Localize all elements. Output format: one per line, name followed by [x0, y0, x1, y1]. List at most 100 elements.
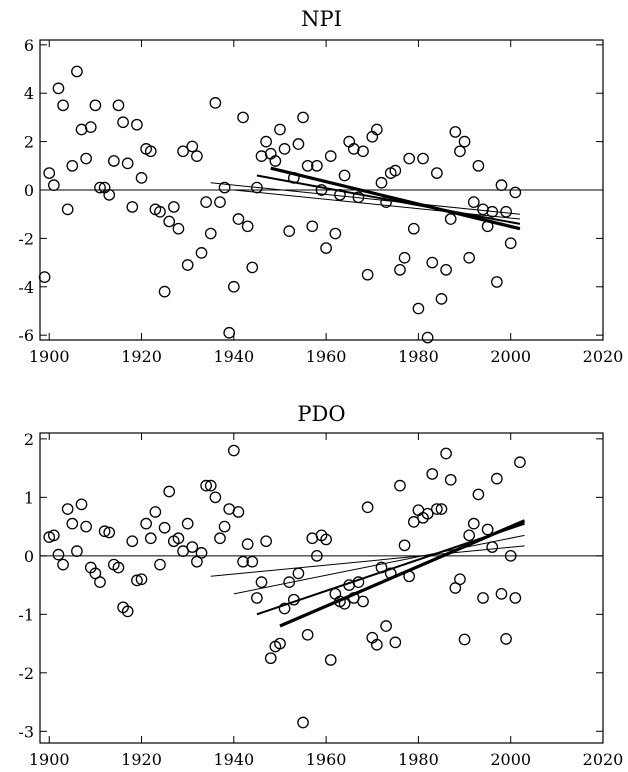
- npi-trend-line: [270, 166, 521, 231]
- npi-data-point: [204, 227, 217, 240]
- npi-data-point: [214, 196, 226, 208]
- pdo-data-point: [292, 567, 305, 580]
- pdo-data-point: [311, 549, 323, 562]
- npi-data-point: [177, 145, 189, 158]
- pdo-plot-frame: [39, 432, 604, 744]
- npi-data-point: [57, 99, 69, 112]
- npi-trend-line: [210, 182, 520, 215]
- pdo-data-point: [172, 532, 185, 545]
- pdo-y-tick-label: 1: [24, 488, 34, 507]
- pdo-data-point: [481, 523, 494, 536]
- pdo-data-point: [195, 547, 208, 559]
- npi-data-point: [126, 201, 139, 213]
- npi-data-point: [500, 205, 512, 218]
- pdo-trend-line: [279, 519, 526, 628]
- npi-data-point: [227, 280, 240, 293]
- npi-data-point: [158, 285, 171, 298]
- pdo-data-point: [486, 541, 499, 553]
- npi-data-point: [421, 331, 434, 344]
- pdo-data-point: [47, 529, 60, 542]
- npi-data-point: [435, 293, 448, 305]
- pdo-data-point: [463, 529, 476, 542]
- npi-data-point: [412, 302, 425, 315]
- npi-y-tick-label: 0: [24, 181, 34, 200]
- pdo-data-point: [204, 479, 217, 492]
- pdo-data-point: [260, 535, 272, 548]
- npi-data-point: [334, 188, 346, 201]
- pdo-data-point: [66, 517, 79, 530]
- pdo-x-tick-label: 1980: [398, 750, 439, 769]
- pdo-data-point: [241, 538, 254, 550]
- npi-data-point: [495, 179, 508, 192]
- pdo-data-point: [144, 532, 157, 545]
- pdo-data-point: [421, 507, 434, 520]
- npi-y-tick-label: -6: [18, 326, 34, 345]
- pdo-data-point: [181, 517, 194, 530]
- npi-data-point: [320, 242, 332, 254]
- pdo-data-point: [509, 592, 522, 604]
- pdo-data-point: [149, 506, 162, 518]
- pdo-data-point: [394, 479, 406, 492]
- npi-trend-line: [256, 174, 521, 225]
- pdo-data-point: [186, 541, 199, 553]
- pdo-data-point: [472, 488, 485, 501]
- pdo-data-point: [495, 587, 508, 600]
- npi-data-point: [509, 186, 522, 199]
- npi-data-point: [200, 196, 212, 208]
- npi-data-point: [47, 179, 60, 192]
- npi-data-point: [218, 181, 231, 194]
- pdo-x-tick-label: 1900: [29, 750, 70, 769]
- npi-data-point: [237, 111, 249, 124]
- pdo-data-point: [227, 444, 240, 457]
- pdo-data-point: [329, 587, 342, 600]
- pdo-data-point: [514, 456, 526, 469]
- pdo-data-point: [454, 573, 466, 586]
- npi-data-point: [121, 157, 134, 170]
- npi-data-point: [449, 126, 462, 138]
- pdo-y-tick-label: -1: [18, 605, 34, 624]
- pdo-data-point: [209, 491, 222, 504]
- pdo-data-point: [80, 520, 92, 533]
- npi-data-point: [431, 167, 443, 179]
- pdo-x-tick-label: 1920: [121, 750, 162, 769]
- pdo-data-point: [251, 592, 263, 604]
- pdo-data-point: [154, 558, 166, 571]
- npi-x-tick-label: 1900: [29, 347, 70, 366]
- npi-x-tick-label: 2020: [583, 347, 624, 366]
- npi-data-point: [292, 138, 305, 150]
- pdo-data-point: [320, 533, 332, 546]
- npi-data-point: [426, 256, 439, 269]
- npi-data-point: [491, 276, 503, 288]
- npi-data-point: [107, 155, 120, 167]
- pdo-data-point: [158, 521, 171, 534]
- npi-data-point: [43, 167, 56, 179]
- npi-data-point: [167, 201, 180, 213]
- pdo-trend-line: [210, 545, 525, 577]
- pdo-data-point: [357, 595, 369, 608]
- pdo-data-point: [94, 576, 106, 589]
- pdo-y-tick-label: 0: [24, 547, 34, 566]
- npi-data-point: [66, 159, 79, 172]
- pdo-data-point: [75, 498, 88, 511]
- npi-data-point: [371, 123, 383, 136]
- pdo-data-point: [264, 652, 277, 665]
- pdo-data-point: [301, 628, 314, 641]
- npi-data-point: [71, 65, 83, 78]
- npi-data-point: [315, 184, 328, 196]
- pdo-data-point: [163, 485, 176, 498]
- pdo-data-point: [135, 573, 148, 586]
- npi-y-tick-label: -4: [18, 278, 34, 297]
- npi-data-point: [61, 203, 74, 216]
- pdo-data-point: [444, 473, 457, 486]
- npi-data-point: [278, 143, 291, 155]
- npi-data-point: [264, 147, 277, 160]
- pdo-data-point: [380, 620, 392, 632]
- pdo-data-point: [504, 549, 517, 562]
- pdo-data-point: [103, 526, 116, 539]
- npi-data-point: [472, 159, 485, 172]
- npi-data-point: [89, 99, 102, 112]
- pdo-data-point: [435, 503, 448, 515]
- npi-data-point: [191, 150, 203, 162]
- npi-data-point: [232, 213, 245, 225]
